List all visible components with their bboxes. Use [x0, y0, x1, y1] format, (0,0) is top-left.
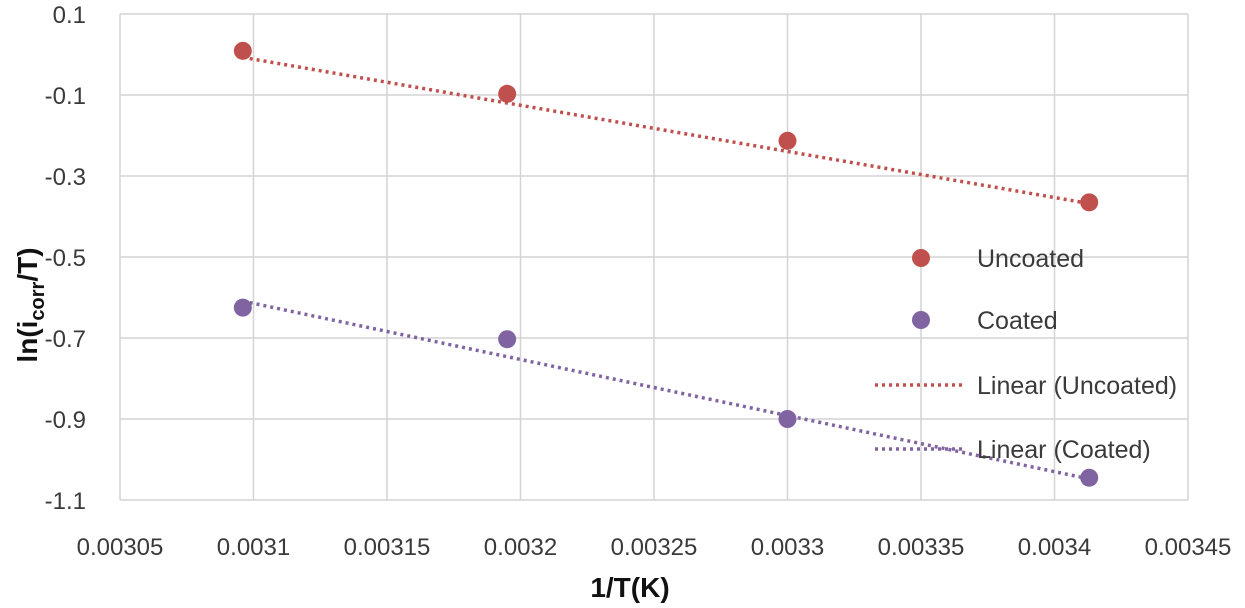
y-tick-label: -0.5: [45, 245, 86, 272]
x-tick-label: 0.0032: [484, 534, 557, 561]
data-point-uncoated: [1080, 193, 1099, 212]
y-tick-labels: 0.1 -0.1 -0.3 -0.5 -0.7 -0.9 -1.1: [45, 2, 86, 515]
legend-marker-uncoated: [912, 249, 930, 267]
x-tick-label: 0.0031: [217, 534, 290, 561]
x-tick-label: 0.00345: [1145, 534, 1232, 561]
y-tick-label: 0.1: [53, 2, 86, 29]
y-axis-title-main: ln(i: [12, 321, 43, 363]
trendline-uncoated: [242, 55, 1090, 206]
x-tick-label: 0.0033: [751, 534, 824, 561]
x-axis-title: 1/T(K): [590, 572, 669, 603]
legend-label-uncoated: Uncoated: [977, 245, 1084, 273]
legend-label-linear-coated: Linear (Coated): [977, 436, 1151, 464]
data-point-coated: [233, 298, 252, 317]
y-axis-title-end: /T): [12, 247, 43, 281]
legend-marker-coated: [912, 311, 930, 329]
x-tick-label: 0.00315: [344, 534, 431, 561]
data-point-coated: [498, 330, 517, 349]
y-axis-title-subscript: corr: [27, 281, 49, 320]
legend: Uncoated Coated Linear (Uncoated) Linear…: [875, 245, 1177, 464]
horizontal-gridlines: [120, 13, 1188, 501]
trendline-coated: [242, 299, 1090, 481]
y-tick-label: -0.9: [45, 407, 86, 434]
legend-label-coated: Coated: [977, 307, 1058, 335]
legend-label-linear-uncoated: Linear (Uncoated): [977, 372, 1177, 400]
x-tick-label: 0.0034: [1018, 534, 1091, 561]
data-point-coated: [1080, 468, 1099, 487]
trendlines: [242, 55, 1090, 481]
data-point-uncoated: [233, 41, 252, 60]
y-tick-label: -1.1: [45, 488, 86, 515]
y-tick-label: -0.7: [45, 326, 86, 353]
data-point-uncoated: [778, 131, 797, 150]
data-point-coated: [778, 410, 797, 428]
data-points: [233, 41, 1099, 487]
y-tick-label: -0.3: [45, 164, 86, 191]
x-tick-label: 0.00305: [77, 534, 164, 561]
data-point-uncoated: [498, 84, 517, 103]
y-axis-title: ln(icorr/T): [12, 247, 49, 362]
y-tick-label: -0.1: [45, 83, 86, 110]
x-tick-label: 0.00325: [611, 534, 698, 561]
x-tick-label: 0.00335: [878, 534, 965, 561]
x-tick-labels: 0.00305 0.0031 0.00315 0.0032 0.00325 0.0033 0…: [77, 534, 1232, 561]
